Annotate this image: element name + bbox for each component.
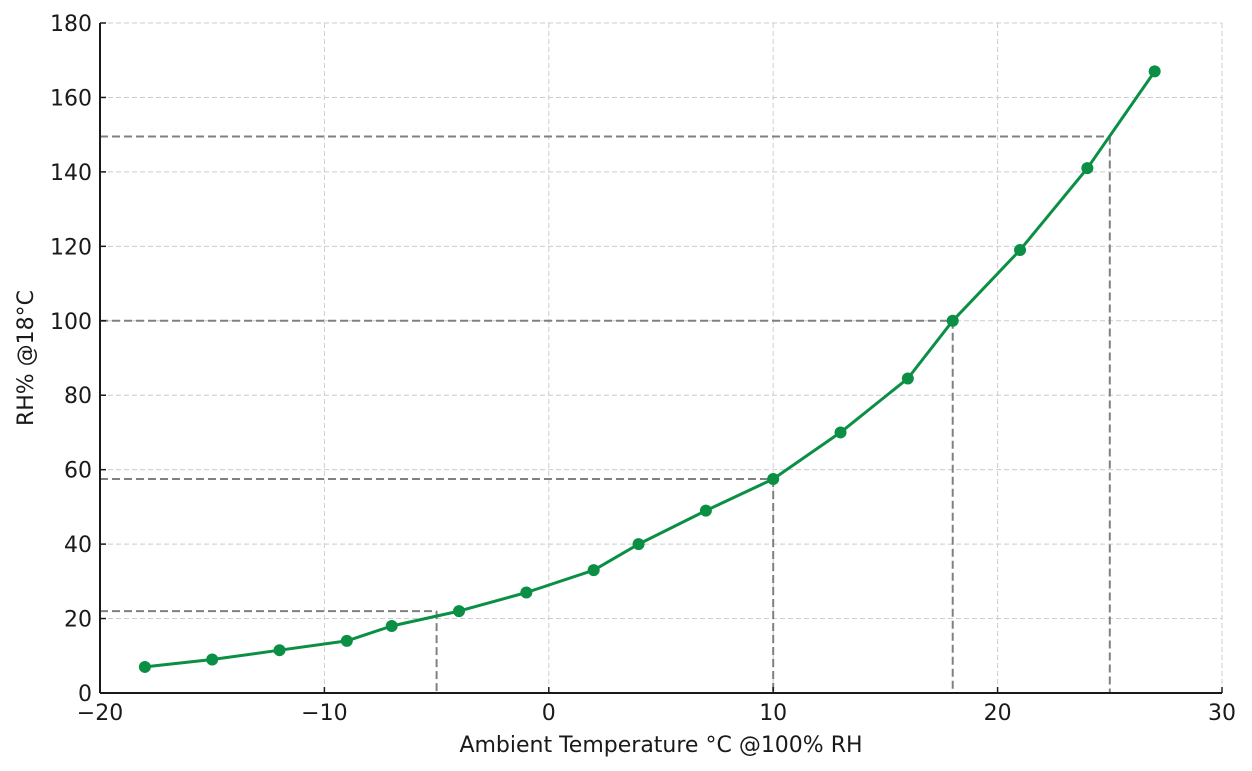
x-tick-label: 0 [542, 701, 556, 726]
data-point-marker [632, 538, 645, 551]
x-tick-label: 10 [759, 701, 787, 726]
data-point-marker [946, 314, 959, 327]
data-point-marker [901, 372, 914, 385]
y-tick-label: 60 [64, 459, 92, 484]
x-tick-label: 30 [1208, 701, 1236, 726]
y-tick-label: 80 [64, 384, 92, 409]
y-tick-label: 160 [50, 86, 92, 111]
data-point-marker [767, 472, 780, 485]
axes [99, 22, 1223, 694]
data-point-marker [385, 620, 398, 632]
y-tick-label: 20 [64, 608, 92, 633]
data-point-marker [453, 605, 466, 618]
data-point-marker [1014, 244, 1027, 257]
y-tick-label: 0 [78, 682, 92, 707]
data-point-marker [138, 660, 151, 673]
data-point-marker [699, 504, 712, 517]
y-tick-label: 100 [50, 310, 92, 335]
data-point-marker [273, 644, 286, 657]
x-tick-label: 20 [984, 701, 1012, 726]
y-tick-label: 40 [64, 533, 92, 558]
data-point-marker [1148, 65, 1161, 78]
y-tick-label: 180 [50, 12, 92, 37]
grid-lines [99, 22, 1223, 694]
x-tick-label: −20 [77, 701, 123, 726]
data-point-marker [587, 564, 600, 577]
tick-labels: −20 −10 0 10 20 30 0 20 40 60 80 100 120 140 160 180 [50, 12, 1236, 726]
y-axis-label: RH% @18°C [14, 290, 39, 426]
data-point-marker [1081, 162, 1094, 175]
data-series [138, 65, 1161, 673]
y-tick-label: 120 [50, 235, 92, 260]
x-axis-label: Ambient Temperature °C @100% RH [459, 733, 862, 758]
reference-lines [100, 135, 1111, 693]
series-line [144, 70, 1156, 669]
data-point-marker [834, 426, 847, 439]
x-tick-label: −10 [301, 701, 347, 726]
data-point-marker [340, 634, 353, 647]
data-point-marker [520, 586, 533, 599]
y-tick-label: 140 [50, 161, 92, 186]
data-point-marker [206, 653, 219, 666]
